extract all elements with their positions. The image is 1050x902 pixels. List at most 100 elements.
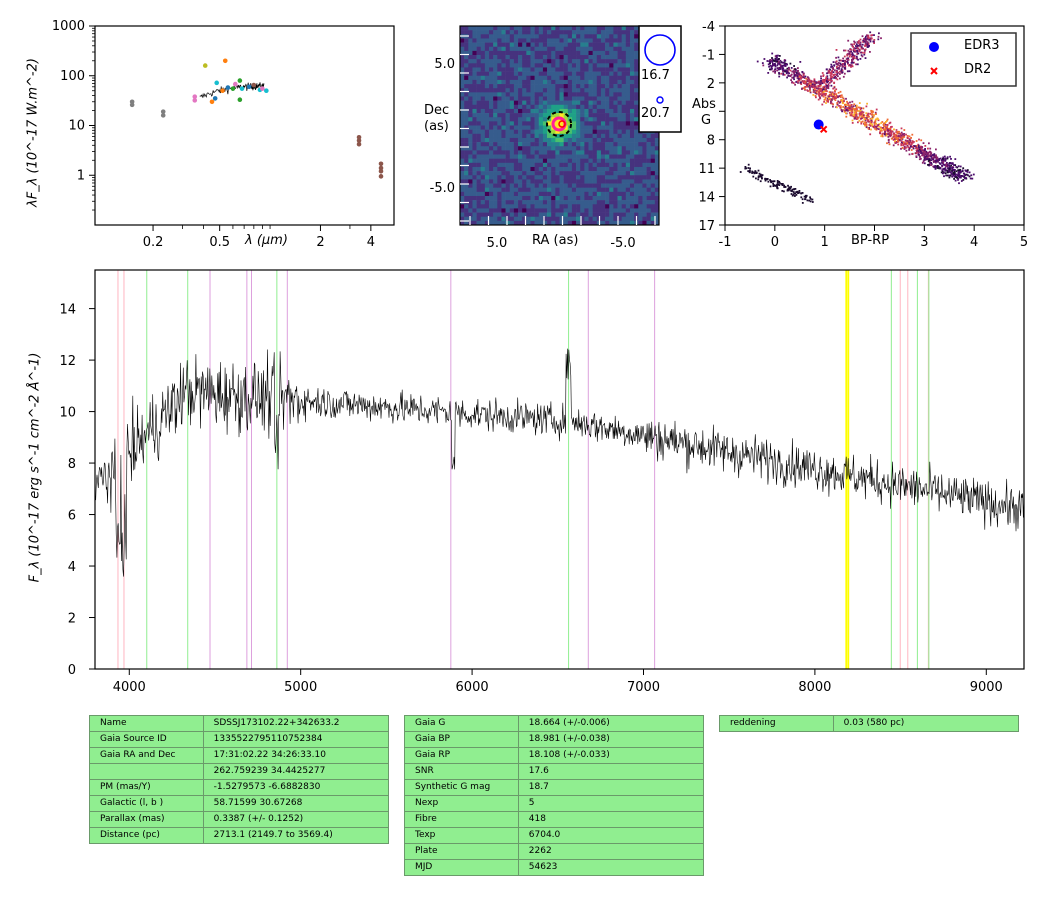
cmd-density-point <box>851 65 854 68</box>
image-pixel <box>592 129 598 135</box>
image-pixel <box>526 113 531 118</box>
image-pixel <box>555 158 560 164</box>
cmd-density-point <box>821 89 823 92</box>
table-row: Gaia G 18.664 (+/-0.006) <box>404 715 705 732</box>
cmd-density-point <box>867 45 870 48</box>
image-pixel <box>571 30 577 35</box>
cmd-density-point <box>823 87 826 89</box>
image-pixel <box>534 121 540 126</box>
cmd-density-point <box>941 159 944 162</box>
image-pixel <box>621 121 627 126</box>
image-pixel <box>584 75 589 81</box>
image-pixel <box>518 100 523 106</box>
image-pixel <box>638 200 643 205</box>
image-pixel <box>530 50 535 56</box>
sed-photometry-point <box>225 85 231 90</box>
cmd-density-point <box>752 171 754 174</box>
image-pixel <box>617 71 622 77</box>
cmd-density-point <box>853 55 856 58</box>
image-pixel <box>555 26 560 31</box>
cmd-density-point <box>870 34 873 37</box>
cmd-density-point <box>814 92 817 94</box>
image-pixel <box>559 67 564 72</box>
cmd-density-point <box>872 114 875 117</box>
image-pixel <box>559 191 564 197</box>
image-pixel <box>460 96 465 101</box>
cmd-density-point <box>934 156 936 159</box>
image-pixel <box>642 50 647 56</box>
cmd-density-point <box>756 60 759 63</box>
image-pixel <box>600 158 606 164</box>
cmd-density-point <box>853 43 856 46</box>
image-pixel <box>613 175 618 180</box>
image-pixel <box>534 34 540 39</box>
image-pixel <box>509 117 515 122</box>
image-pixel <box>588 166 593 172</box>
image-pixel <box>654 84 660 89</box>
cmd-density-point <box>869 51 871 53</box>
table-row: Parallax (mas) 0.3387 (+/- 0.1252) <box>89 811 390 828</box>
image-pixel <box>472 67 477 72</box>
image-pixel <box>513 46 519 52</box>
image-pixel <box>472 191 477 197</box>
cmd-density-point <box>914 152 917 155</box>
image-pixel <box>609 100 614 106</box>
cmd-density-point <box>890 130 893 133</box>
image-pixel <box>493 100 498 106</box>
cmd-density-point <box>813 84 816 87</box>
image-pixel <box>509 55 515 60</box>
image-pixel <box>567 150 573 155</box>
image-pixel <box>654 121 660 126</box>
cmd-density-point <box>889 131 892 134</box>
image-pixel <box>600 79 606 85</box>
cmd-density-point <box>944 169 947 171</box>
cmd-density-point <box>777 63 779 65</box>
image-pixel <box>584 208 589 213</box>
image-pixel <box>613 67 618 72</box>
image-pixel <box>650 216 656 222</box>
image-pixel <box>646 88 652 93</box>
image-pixel <box>509 204 515 209</box>
cmd-density-point <box>770 180 772 182</box>
cmd-density-point <box>958 176 961 179</box>
image-pixel <box>464 175 469 180</box>
image-pixel <box>634 212 639 218</box>
image-pixel <box>555 129 560 135</box>
image-pixel <box>609 30 614 35</box>
image-pixel <box>530 88 535 93</box>
image-pixel <box>501 26 506 31</box>
image-pixel <box>518 55 523 60</box>
image-pixel <box>584 150 589 155</box>
cmd-density-point <box>769 59 772 61</box>
image-pixel <box>493 71 498 77</box>
cmd-density-point <box>824 79 826 82</box>
cmd-density-point <box>951 163 954 165</box>
image-pixel <box>596 204 602 209</box>
cmd-density-point <box>832 95 835 98</box>
cmd-density-point <box>847 57 849 60</box>
image-pixel <box>555 208 560 213</box>
image-pixel <box>538 142 544 147</box>
cmd-density-point <box>860 113 863 116</box>
cmd-density-point <box>818 95 821 97</box>
image-pixel <box>646 179 652 184</box>
cmd-density-point <box>890 126 892 128</box>
image-pixel <box>642 200 647 205</box>
cmd-density-point <box>870 122 873 125</box>
image-pixel <box>489 195 494 201</box>
image-pixel <box>592 113 598 118</box>
cmd-density-point <box>794 70 797 73</box>
image-pixel <box>625 46 631 52</box>
image-pixel <box>634 46 639 52</box>
image-pixel <box>493 46 498 52</box>
cmd-density-point <box>825 88 827 91</box>
cmd-density-point <box>946 156 949 159</box>
image-pixel <box>617 129 622 135</box>
image-pixel <box>530 42 535 48</box>
image-pixel <box>480 121 486 126</box>
image-pixel <box>580 183 585 188</box>
image-pixel <box>555 50 560 56</box>
image-pixel <box>563 154 569 159</box>
cmd-density-point <box>918 150 920 153</box>
cmd-density-point <box>875 128 878 131</box>
